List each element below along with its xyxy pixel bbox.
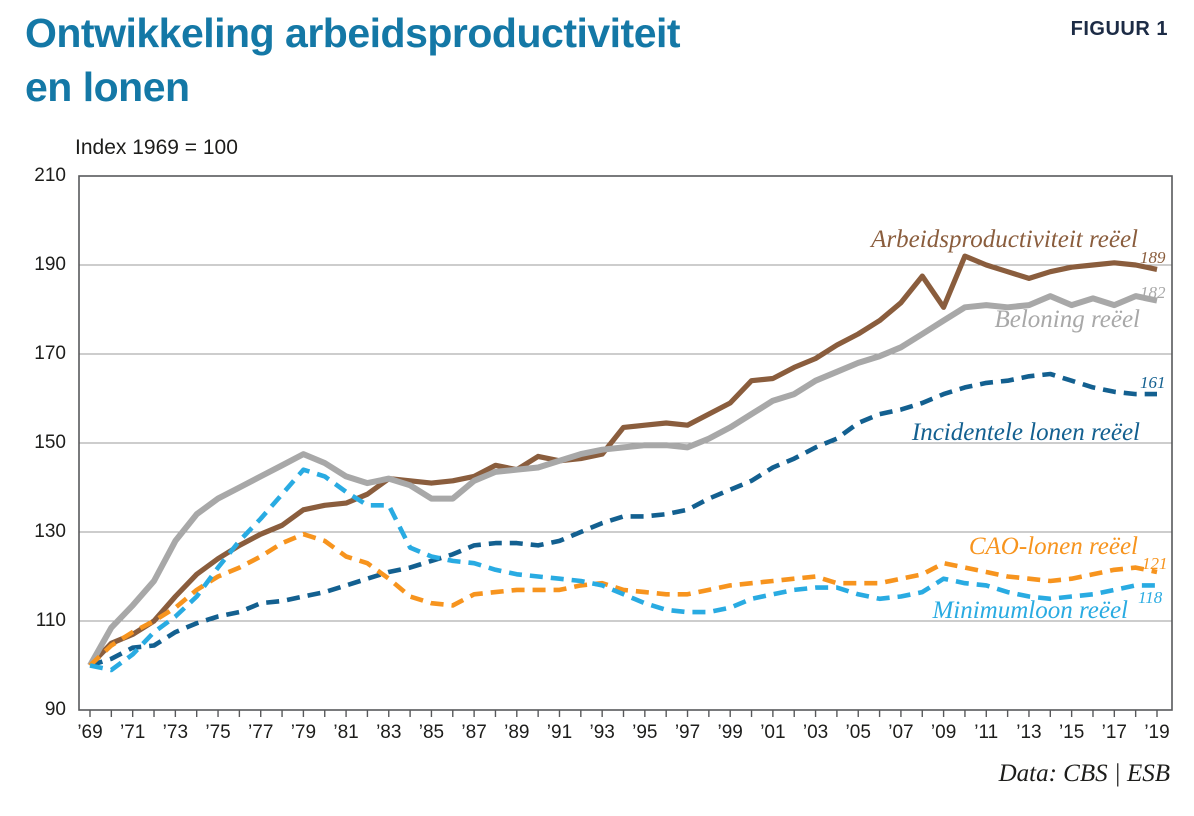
y-axis-label: 210 bbox=[34, 165, 66, 186]
series-label-arbeidsproductiviteit: Arbeidsproductiviteit reëel bbox=[871, 226, 1138, 253]
series-line-4 bbox=[89, 467, 1157, 673]
y-axis-label: 150 bbox=[34, 432, 66, 453]
series-end-value-minimumloon: 118 bbox=[1138, 588, 1163, 607]
series-end-value-arbeidsproductiviteit: 189 bbox=[1140, 248, 1166, 267]
x-axis-label: ’93 bbox=[589, 722, 615, 743]
series-end-value-cao-lonen: 121 bbox=[1142, 554, 1168, 573]
x-axis-label: ’11 bbox=[974, 722, 999, 743]
x-axis-label: ’69 bbox=[77, 722, 103, 743]
x-axis-label: ’73 bbox=[162, 722, 189, 743]
page-title: Ontwikkeling arbeidsproductiviteit en lo… bbox=[25, 6, 681, 114]
x-axis-label: ’17 bbox=[1101, 722, 1127, 743]
x-axis-label: ’79 bbox=[290, 722, 317, 743]
series-end-value-incidentele-lonen: 161 bbox=[1140, 373, 1166, 392]
x-axis-label: ’97 bbox=[674, 722, 701, 743]
x-axis-label: ’13 bbox=[1016, 722, 1042, 743]
x-axis-label: ’77 bbox=[248, 722, 274, 743]
series-line-1 bbox=[87, 293, 1158, 667]
x-axis-label: ’85 bbox=[418, 722, 445, 743]
x-axis-label: ’09 bbox=[930, 722, 957, 743]
series-line-0 bbox=[88, 253, 1158, 668]
plot-border bbox=[78, 175, 1173, 711]
x-axis-label: ’89 bbox=[504, 722, 530, 743]
series-label-minimumloon: Minimumloon reëel bbox=[932, 597, 1128, 624]
x-axis-label: ’71 bbox=[119, 722, 146, 743]
series-label-cao-lonen: CAO-lonen reëel bbox=[968, 533, 1138, 560]
series-line-2 bbox=[89, 371, 1157, 668]
x-axis-label: ’81 bbox=[333, 722, 359, 743]
y-axis-label: 110 bbox=[35, 610, 66, 631]
series-line-3 bbox=[88, 531, 1158, 668]
index-note: Index 1969 = 100 bbox=[75, 136, 238, 159]
x-axis-label: ’19 bbox=[1144, 722, 1170, 743]
x-axis-label: ’01 bbox=[760, 722, 786, 743]
x-axis-label: ’95 bbox=[632, 722, 658, 743]
series-label-beloning: Beloning reëel bbox=[994, 306, 1140, 333]
x-axis-label: ’91 bbox=[546, 722, 573, 743]
data-source-note: Data: CBS | ESB bbox=[998, 760, 1170, 787]
x-axis-label: ’87 bbox=[461, 722, 487, 743]
x-axis-label: ’07 bbox=[888, 722, 914, 743]
y-axis-label: 90 bbox=[44, 699, 66, 720]
page-title-line1: Ontwikkeling arbeidsproductiviteit bbox=[25, 10, 681, 56]
y-axis-label: 130 bbox=[34, 521, 66, 542]
page-title-line2: en lonen bbox=[25, 64, 190, 110]
x-axis-label: ’83 bbox=[376, 722, 402, 743]
y-axis-label: 170 bbox=[34, 343, 66, 364]
x-axis-label: ’03 bbox=[802, 722, 829, 743]
x-axis-label: ’75 bbox=[205, 722, 231, 743]
x-axis-label: ’99 bbox=[717, 722, 743, 743]
x-axis-label: ’05 bbox=[845, 722, 871, 743]
series-label-incidentele-lonen: Incidentele lonen reëel bbox=[911, 419, 1140, 446]
figure-number-label: FIGUUR 1 bbox=[1070, 18, 1168, 40]
y-axis-label: 190 bbox=[34, 254, 66, 275]
series-end-value-beloning: 182 bbox=[1140, 283, 1166, 302]
x-axis-label: ’15 bbox=[1058, 722, 1085, 743]
